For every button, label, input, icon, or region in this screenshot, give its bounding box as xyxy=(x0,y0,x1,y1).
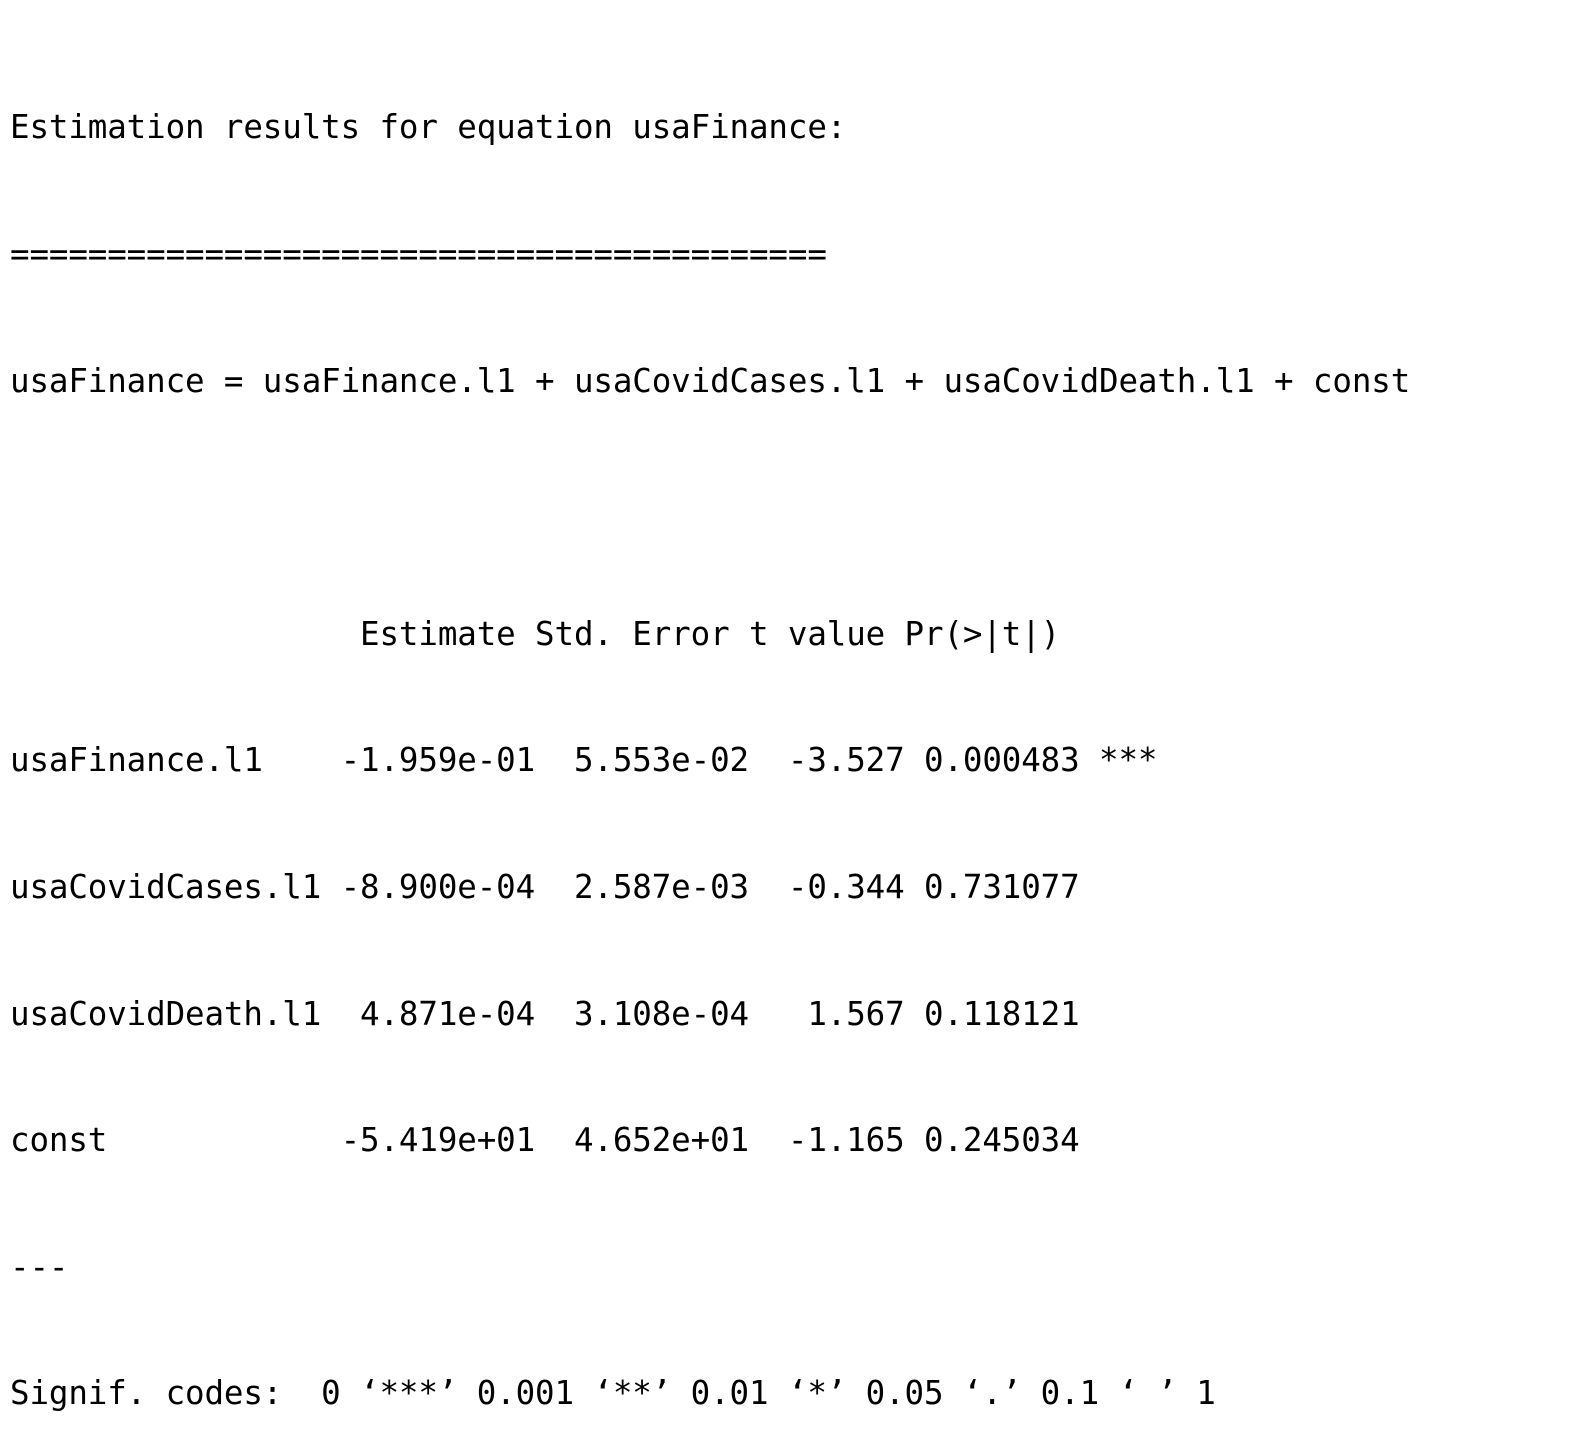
coef-row-const: const -5.419e+01 4.652e+01 -1.165 0.2450… xyxy=(10,1121,1158,1160)
title-underline: ========================================… xyxy=(10,235,827,273)
coef-table-header: Estimate Std. Error t value Pr(>|t|) xyxy=(10,614,1138,653)
coef-row-usacoviddeath-l1: usaCovidDeath.l1 4.871e-04 3.108e-04 1.5… xyxy=(10,994,1158,1033)
coef-row-usafinance-l1: usaFinance.l1 -1.959e-01 5.553e-02 -3.52… xyxy=(10,741,1158,780)
results-title: Estimation results for equation usaFinan… xyxy=(10,108,847,147)
separator-line: --- xyxy=(10,1247,69,1286)
coef-row-usacovidcases-l1: usaCovidCases.l1 -8.900e-04 2.587e-03 -0… xyxy=(10,867,1158,906)
model-equation: usaFinance = usaFinance.l1 + usaCovidCas… xyxy=(10,361,1411,400)
blank-line xyxy=(10,486,1410,528)
r-console-output: Estimation results for equation usaFinan… xyxy=(10,22,1410,1446)
signif-codes: Signif. codes: 0 ‘***’ 0.001 ‘**’ 0.01 ‘… xyxy=(10,1374,1216,1413)
